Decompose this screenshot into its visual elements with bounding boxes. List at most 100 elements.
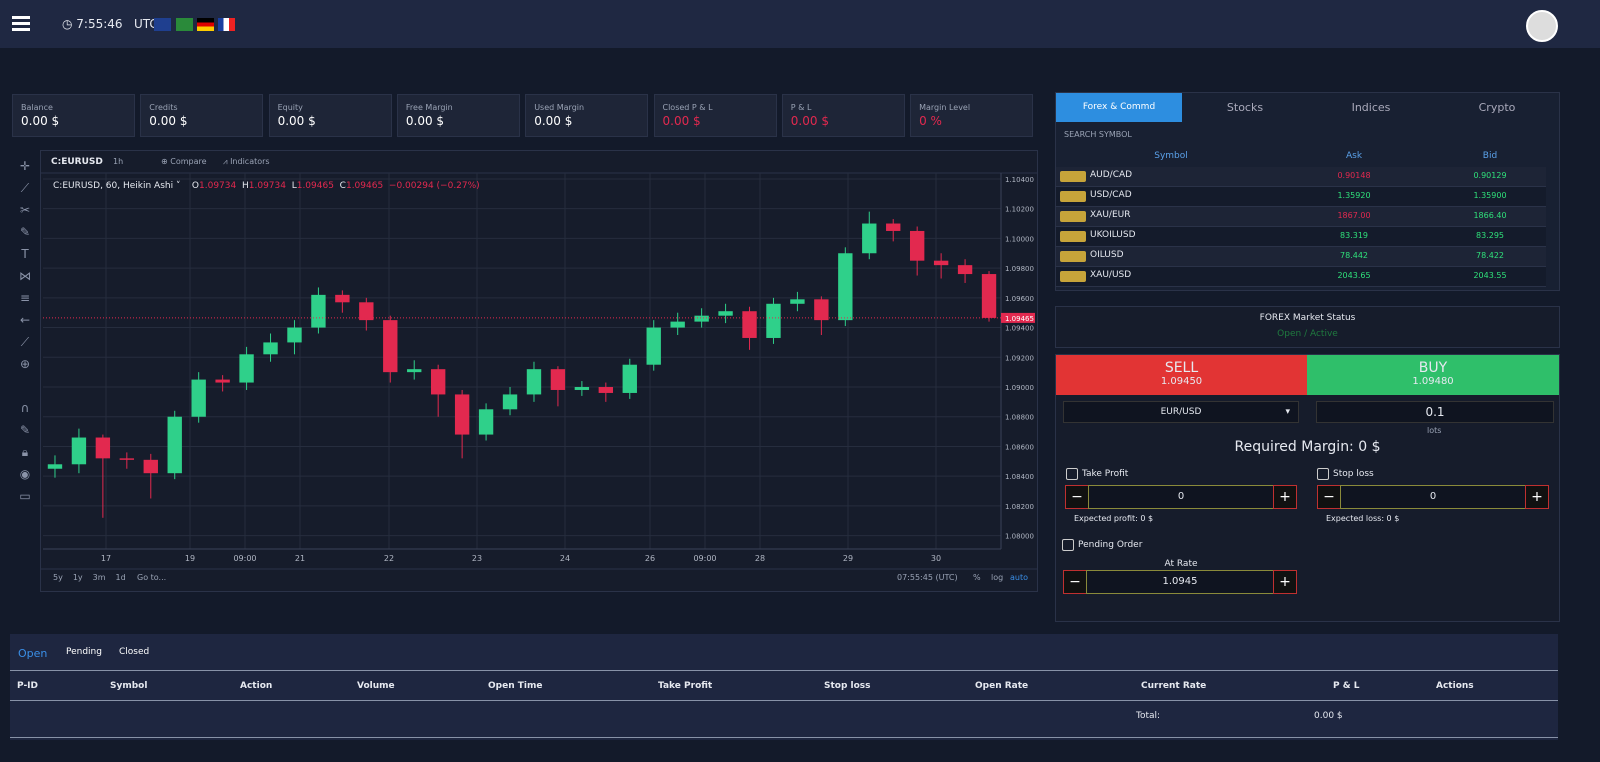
tp-minus[interactable]: − — [1065, 485, 1089, 509]
rate-minus[interactable]: − — [1063, 570, 1087, 594]
y-tick-label: 1.08800 — [1005, 414, 1034, 422]
symbol[interactable]: C:EURUSD — [51, 157, 103, 167]
stat-value: 0.00 $ — [790, 114, 829, 128]
market-tab[interactable]: Stocks — [1226, 101, 1264, 114]
rate-input[interactable]: 1.0945 — [1086, 570, 1274, 594]
buy-button[interactable]: BUY 1.09480 — [1307, 355, 1559, 395]
tp-checkbox[interactable] — [1066, 468, 1078, 480]
x-tick-label: 19 — [185, 554, 195, 563]
pending-checkbox[interactable] — [1062, 539, 1074, 551]
y-tick-label: 1.08400 — [1005, 473, 1034, 481]
sl-plus[interactable]: + — [1525, 485, 1549, 509]
y-tick-label: 1.09600 — [1005, 295, 1034, 303]
chart-time: 07:55:45 (UTC) — [897, 573, 958, 582]
column-header: Volume — [357, 681, 395, 691]
candle-body — [143, 459, 158, 474]
candle-body — [407, 369, 422, 373]
menu-icon[interactable] — [12, 16, 30, 19]
stat-label: Closed P & L — [662, 103, 713, 112]
stat-value: 0.00 $ — [534, 114, 573, 128]
market-tab[interactable]: Crypto — [1478, 101, 1516, 114]
x-tick-label: 24 — [560, 554, 570, 563]
symbol-icon — [1060, 211, 1086, 222]
market-row[interactable]: AUD/CAD 0.90148 0.90129 — [1056, 167, 1546, 187]
symbol: UKOILUSD — [1090, 230, 1136, 240]
compare[interactable]: ⊕ Compare — [161, 157, 207, 166]
lots-input[interactable]: 0.1 — [1316, 401, 1554, 423]
candle-body — [215, 379, 230, 383]
range-button[interactable]: 1d — [115, 573, 126, 582]
tp-plus[interactable]: + — [1273, 485, 1297, 509]
positions-tab[interactable]: Closed — [119, 647, 150, 657]
y-tick-label: 1.10400 — [1005, 176, 1034, 184]
market-tab[interactable]: Forex & Commd — [1056, 93, 1182, 122]
market-row[interactable]: XAU/USD 2043.65 2043.55 — [1056, 267, 1546, 287]
market-row[interactable]: USD/CAD 1.35920 1.35900 — [1056, 187, 1546, 207]
candle-body — [957, 265, 973, 275]
flag-fr[interactable] — [218, 18, 235, 31]
stat-box: Credits 0.00 $ — [140, 94, 264, 137]
candle-body — [598, 387, 614, 393]
x-tick-label: 26 — [645, 554, 655, 563]
x-tick-label: 23 — [472, 554, 482, 563]
positions-tab[interactable]: Open — [18, 647, 48, 660]
candle-body — [574, 387, 590, 390]
flag-sa[interactable] — [176, 18, 193, 31]
candle-body — [838, 253, 853, 321]
interval[interactable]: 1h — [113, 157, 124, 166]
order-panel: SELL 1.09450 BUY 1.09480 EUR/USD ▾ 0.1 lots… — [1055, 354, 1560, 622]
h-label: H — [241, 181, 249, 191]
log-toggle[interactable]: log — [991, 573, 1004, 582]
tp-input[interactable]: 0 — [1088, 485, 1274, 509]
column-header: Current Rate — [1141, 681, 1207, 691]
flag-de[interactable] — [197, 18, 214, 31]
sl-minus[interactable]: − — [1317, 485, 1341, 509]
sell-price: 1.09450 — [1160, 376, 1203, 387]
stat-box: Balance 0.00 $ — [12, 94, 135, 137]
symbol-select[interactable]: EUR/USD ▾ — [1063, 401, 1299, 423]
symbol-icon — [1060, 191, 1086, 202]
stat-box: Used Margin 0.00 $ — [525, 94, 649, 137]
column-header: P & L — [1333, 681, 1360, 691]
candle-body — [191, 379, 206, 417]
y-tick-label: 1.08200 — [1005, 503, 1034, 511]
change: −0.00294 (−0.27%) — [388, 181, 480, 191]
range-button[interactable]: 5y — [53, 573, 63, 582]
candle-body — [622, 364, 637, 393]
candle-body — [263, 342, 278, 355]
market-row[interactable]: UKOILUSD 83.319 83.295 — [1056, 227, 1546, 247]
candle-body — [119, 458, 135, 460]
goto[interactable]: Go to... — [137, 573, 167, 582]
tp-label: Take Profit — [1082, 469, 1129, 479]
search[interactable]: SEARCH SYMBOL — [1064, 130, 1132, 139]
auto-toggle[interactable]: auto — [1010, 573, 1029, 582]
sell-button[interactable]: SELL 1.09450 — [1056, 355, 1307, 395]
market-tab[interactable]: Indices — [1351, 101, 1391, 114]
candle-body — [766, 303, 781, 338]
rate-plus[interactable]: + — [1273, 570, 1297, 594]
ask: 1867.00 — [1337, 211, 1371, 220]
range-button[interactable]: 1y — [72, 573, 83, 582]
bid: 83.295 — [1476, 231, 1504, 240]
x-tick-label: 09:00 — [693, 554, 716, 563]
sl-input[interactable]: 0 — [1340, 485, 1526, 509]
flag-uk[interactable] — [154, 18, 171, 31]
h-value: 1.09734 — [248, 181, 286, 191]
column-header: Open Rate — [975, 681, 1029, 691]
avatar[interactable] — [1526, 10, 1558, 42]
c-label: C — [339, 181, 346, 191]
sl-checkbox[interactable] — [1317, 468, 1329, 480]
candle-body — [694, 315, 709, 322]
pct-toggle[interactable]: % — [973, 573, 981, 582]
y-tick-label: 1.10200 — [1005, 206, 1034, 214]
positions-tab[interactable]: Pending — [66, 647, 102, 657]
indicators[interactable]: ⩘ Indicators — [223, 157, 270, 166]
market-row[interactable]: XAU/EUR 1867.00 1866.40 — [1056, 207, 1546, 227]
market-row[interactable]: OILUSD 78.442 78.422 — [1056, 247, 1546, 267]
candle-body — [71, 437, 87, 465]
symbol-icon — [1060, 231, 1086, 242]
range-button[interactable]: 3m — [92, 573, 106, 582]
stat-label: Equity — [277, 103, 303, 112]
ask: 1.35920 — [1337, 191, 1371, 200]
candle-body — [670, 321, 685, 328]
